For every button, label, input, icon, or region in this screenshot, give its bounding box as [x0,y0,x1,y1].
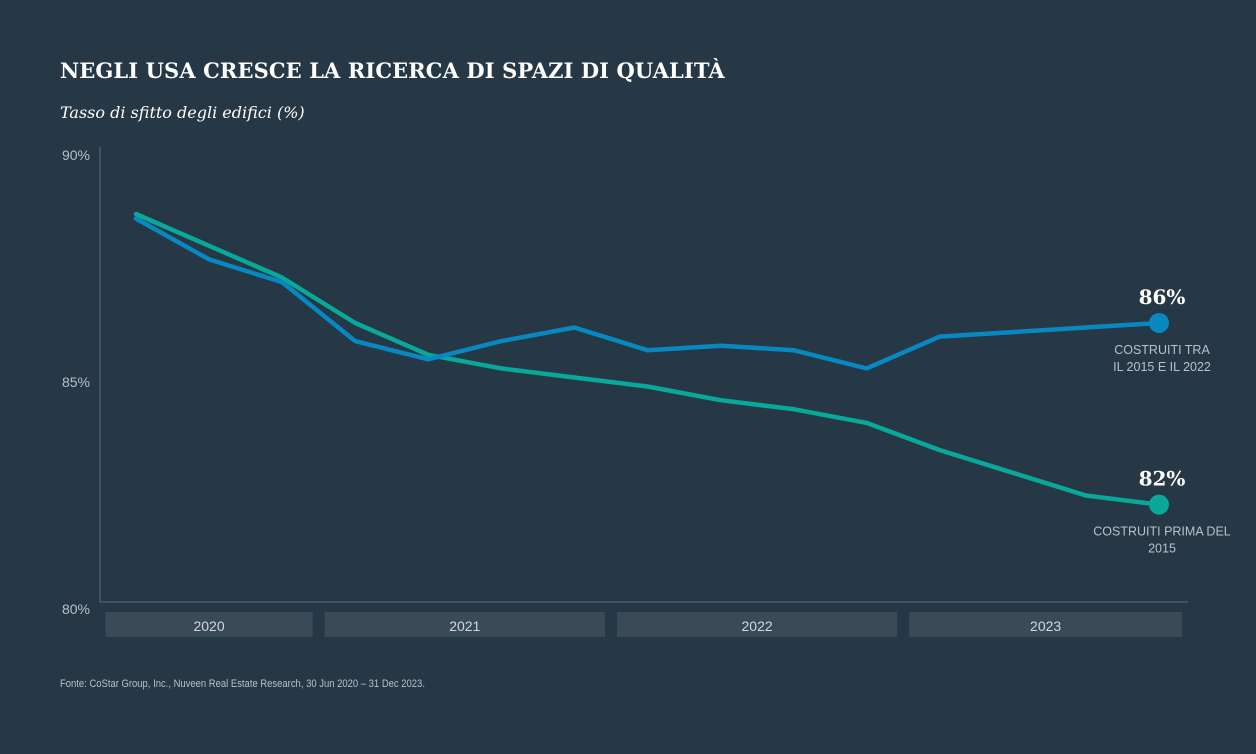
end-value-label-new: 86% [1139,285,1186,309]
end-value-label-old: 82% [1139,467,1186,491]
year-band [616,612,898,637]
year-label: 2022 [742,618,773,634]
series-line-old [133,211,1162,507]
end-series-label-new: COSTRUITI TRA [1114,343,1210,357]
end-series-label-old: 2015 [1148,542,1176,556]
chart-axes [99,147,1188,603]
end-series-label-new: IL 2015 E IL 2022 [1113,360,1211,374]
series-end-markers: 86% COSTRUITI TRA IL 2015 E IL 2022 82% COST… [1093,285,1231,556]
year-label: 2020 [193,618,224,634]
chart-subtitle: Tasso di sfitto degli edifici (%) [60,103,305,122]
source-note: Fonte: CoStar Group, Inc., Nuveen Real E… [60,678,425,690]
end-marker-old [1149,494,1169,515]
series-lines [133,211,1162,507]
y-tick-label: 80% [62,601,90,617]
year-band [105,612,313,637]
series-line-new [133,216,1162,371]
end-series-label-old: COSTRUITI PRIMA DEL [1093,525,1231,539]
year-label: 2023 [1030,618,1061,634]
year-label: 2021 [449,618,480,634]
y-tick-label: 85% [62,374,90,390]
y-axis-ticks: 90% 85% 80% [62,147,90,617]
y-tick-label: 90% [62,147,90,163]
end-marker-new [1149,312,1169,333]
x-axis-year-bands: 2020 2021 2022 2023 [105,612,1182,637]
year-band [909,612,1182,637]
chart-title: NEGLI USA CRESCE LA RICERCA DI SPAZI DI … [60,58,725,83]
year-band [324,612,605,637]
